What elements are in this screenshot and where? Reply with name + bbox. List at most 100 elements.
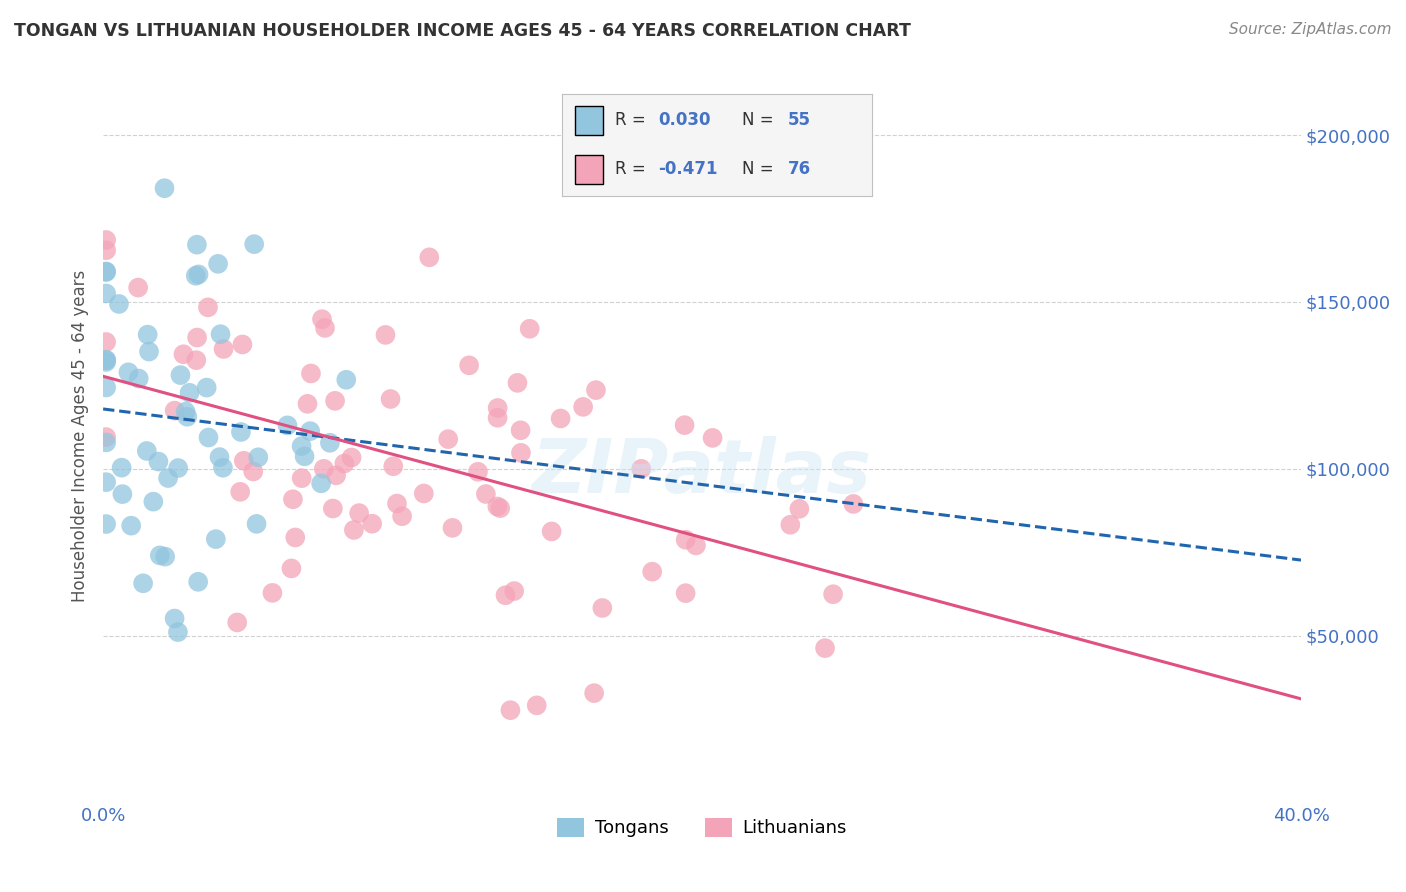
Y-axis label: Householder Income Ages 45 - 64 years: Householder Income Ages 45 - 64 years: [72, 269, 89, 601]
Point: [486, 410, 509, 425]
Point: [167, 461, 190, 475]
Point: [374, 327, 396, 342]
Point: [94, 355, 117, 369]
Point: [120, 518, 142, 533]
Text: R =: R =: [614, 160, 651, 178]
Point: [325, 468, 347, 483]
Point: [299, 367, 322, 381]
Point: [138, 344, 160, 359]
Point: [212, 342, 235, 356]
Point: [94, 516, 117, 531]
Point: [179, 385, 201, 400]
FancyBboxPatch shape: [575, 155, 603, 184]
Legend: Tongans, Lithuanians: Tongans, Lithuanians: [550, 811, 855, 845]
Point: [94, 353, 117, 368]
Point: [319, 435, 342, 450]
Point: [361, 516, 384, 531]
Text: 76: 76: [789, 160, 811, 178]
Point: [467, 465, 489, 479]
Point: [572, 400, 595, 414]
Point: [186, 237, 208, 252]
Point: [243, 237, 266, 252]
Point: [209, 327, 232, 342]
Point: [382, 459, 405, 474]
Point: [385, 496, 408, 510]
Point: [503, 584, 526, 599]
Point: [842, 497, 865, 511]
Point: [412, 486, 434, 500]
Point: [284, 531, 307, 545]
Point: [94, 286, 117, 301]
Point: [583, 686, 606, 700]
Point: [231, 337, 253, 351]
Point: [486, 401, 509, 415]
Point: [197, 431, 219, 445]
FancyBboxPatch shape: [575, 106, 603, 135]
Point: [197, 301, 219, 315]
Point: [314, 321, 336, 335]
Point: [506, 376, 529, 390]
Point: [108, 297, 131, 311]
Point: [176, 409, 198, 424]
Text: N =: N =: [742, 160, 779, 178]
Point: [117, 365, 139, 379]
Point: [142, 494, 165, 508]
Point: [685, 538, 707, 552]
Point: [262, 586, 284, 600]
Point: [184, 268, 207, 283]
Point: [675, 533, 697, 547]
Point: [675, 586, 697, 600]
Point: [187, 574, 209, 589]
Point: [205, 532, 228, 546]
Point: [823, 587, 845, 601]
Point: [294, 450, 316, 464]
Point: [309, 476, 332, 491]
Point: [186, 330, 208, 344]
Point: [94, 352, 117, 367]
Point: [94, 380, 117, 394]
Point: [94, 334, 117, 349]
Point: [245, 516, 267, 531]
Point: [519, 322, 541, 336]
Point: [486, 500, 509, 514]
Point: [299, 424, 322, 438]
Point: [94, 265, 117, 279]
Point: [187, 268, 209, 282]
Point: [641, 565, 664, 579]
Point: [585, 383, 607, 397]
Point: [814, 641, 837, 656]
Point: [135, 444, 157, 458]
Point: [630, 462, 652, 476]
Point: [280, 561, 302, 575]
Point: [281, 492, 304, 507]
Point: [94, 430, 117, 444]
Point: [232, 454, 254, 468]
Point: [526, 698, 548, 713]
Point: [132, 576, 155, 591]
Text: N =: N =: [742, 111, 779, 128]
Point: [291, 471, 314, 485]
Point: [174, 405, 197, 419]
Point: [153, 181, 176, 195]
Point: [343, 523, 366, 537]
Point: [789, 501, 811, 516]
Point: [509, 423, 531, 437]
Point: [550, 411, 572, 425]
Point: [208, 450, 231, 464]
Point: [127, 280, 149, 294]
Text: -0.471: -0.471: [658, 160, 718, 178]
Point: [499, 703, 522, 717]
Point: [297, 397, 319, 411]
Point: [335, 373, 357, 387]
Point: [212, 460, 235, 475]
Point: [167, 625, 190, 640]
Point: [276, 418, 298, 433]
Point: [458, 359, 481, 373]
Text: R =: R =: [614, 111, 651, 128]
Point: [441, 521, 464, 535]
Point: [322, 501, 344, 516]
Point: [136, 327, 159, 342]
Point: [333, 457, 356, 471]
Point: [186, 353, 208, 368]
Point: [340, 450, 363, 465]
